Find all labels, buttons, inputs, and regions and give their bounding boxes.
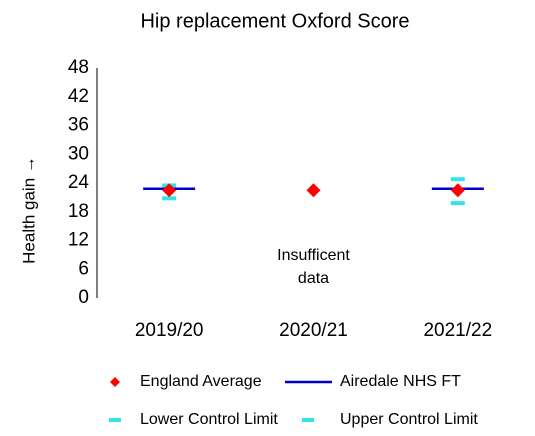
y-tick-label: 30 [68,143,89,164]
y-tick-label: 12 [68,230,89,251]
y-axis-label: Health gain → [19,156,38,264]
chart-title: Hip replacement Oxford Score [140,10,409,32]
annotation-text: Insufficent data [277,247,350,287]
x-tick-label: 2019/20 [135,320,204,341]
y-tick-label: 36 [68,115,89,136]
x-tick-label: 2021/22 [423,320,492,341]
legend-marker [110,377,120,387]
y-tick-label: 6 [78,258,89,279]
legend-label: England Average [140,373,262,390]
y-tick-label: 24 [68,172,90,193]
legend-label: Upper Control Limit [340,411,478,428]
legend-label: Airedale NHS FT [340,373,461,390]
annotation: Insufficent data [277,247,350,287]
legend-label: Lower Control Limit [140,411,278,428]
data-point [306,183,321,198]
x-tick-label: 2020/21 [279,320,348,341]
y-tick-label: 42 [68,86,89,107]
data-point [450,183,465,198]
y-tick-label: 48 [68,57,89,78]
y-tick-label: 0 [78,287,89,308]
data-point [162,183,177,198]
y-tick-label: 18 [68,201,89,222]
